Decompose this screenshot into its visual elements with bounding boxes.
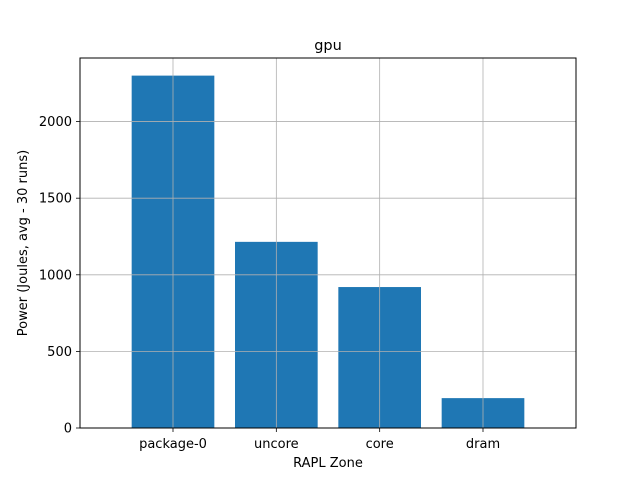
y-tick-label: 500 [47,345,72,360]
y-axis-label: Power (Joules, avg - 30 runs) [16,150,31,336]
y-tick-label: 1500 [39,192,72,207]
chart-title: gpu [314,38,342,54]
y-tick-label: 2000 [39,115,72,130]
x-axis-label: RAPL Zone [293,456,363,471]
x-tick-label: dram [466,437,500,452]
y-tick-label: 1000 [39,268,72,283]
plot-frame [79,57,577,429]
y-tick-label: 0 [64,422,72,437]
x-tick-label: package-0 [139,437,207,452]
x-tick-label: uncore [254,437,299,452]
axis-ticks: 0 500 1000 1500 2000 package-0 uncore core dram [39,115,500,452]
x-tick-label: core [366,437,394,452]
